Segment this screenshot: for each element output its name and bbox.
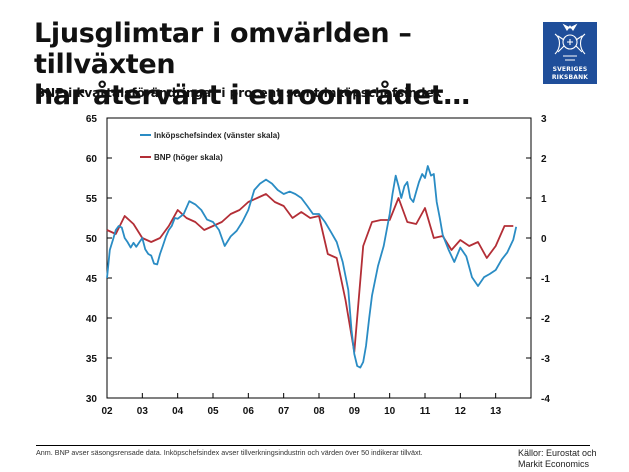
left-axis-tick-label: 45 xyxy=(86,274,98,285)
x-axis-tick-label: 12 xyxy=(455,406,467,417)
x-axis: 02 03 04 05 06 07 08 09 10 11 12 13 xyxy=(101,393,532,417)
x-axis-tick-label: 11 xyxy=(420,406,431,417)
riksbank-crest-icon xyxy=(554,23,586,61)
source-line-1: Källor: Eurostat och xyxy=(518,448,597,458)
x-axis-tick-label: 07 xyxy=(278,406,290,417)
x-axis-tick-label: 03 xyxy=(137,406,149,417)
right-axis-tick-label: -1 xyxy=(541,274,550,285)
legend-label: BNP (höger skala) xyxy=(154,153,223,162)
chart-subtitle: BNP i kvartalsförändringar i procent sam… xyxy=(36,86,442,100)
logo-text-line-1: SVERIGES xyxy=(552,66,588,73)
footer-divider xyxy=(36,445,590,446)
x-axis-tick-label: 02 xyxy=(101,406,113,417)
title-line-1: Ljusglimtar i omvärlden – tillväxten xyxy=(34,18,412,80)
title-line-2: har återvänt i euroområdet… xyxy=(34,80,470,111)
left-axis-tick-label: 55 xyxy=(86,194,98,205)
right-axis-tick-label: -2 xyxy=(541,314,550,325)
left-axis-tick-label: 30 xyxy=(86,394,98,405)
left-axis-tick-label: 65 xyxy=(86,114,98,125)
right-axis-tick-label: 1 xyxy=(541,194,547,205)
source-note: Källor: Eurostat och Markit Economics xyxy=(518,448,598,469)
x-axis-tick-label: 08 xyxy=(313,406,325,417)
right-axis-tick-label: 2 xyxy=(541,154,547,165)
x-axis-tick-label: 05 xyxy=(207,406,219,417)
right-axis-tick-label: -3 xyxy=(541,354,550,365)
page-title: Ljusglimtar i omvärlden – tillväxten har… xyxy=(34,18,514,111)
left-axis-tick-label: 60 xyxy=(86,154,98,165)
x-axis-tick-label: 09 xyxy=(349,406,361,417)
source-line-2: Markit Economics xyxy=(518,458,590,469)
right-axis-tick-label: 0 xyxy=(541,234,547,245)
logo-text-line-2: RIKSBANK xyxy=(551,74,589,81)
x-axis-tick-label: 06 xyxy=(243,406,255,417)
footnote: Anm. BNP avser säsongsrensade data. Inkö… xyxy=(36,448,423,457)
x-axis-tick-label: 04 xyxy=(172,406,184,417)
left-axis-tick-label: 35 xyxy=(86,354,98,365)
riksbank-logo: SVERIGES RIKSBANK xyxy=(543,22,597,84)
series-line-bnp xyxy=(106,193,514,353)
legend-label: Inköpschefsindex (vänster skala) xyxy=(154,131,280,140)
series-layer xyxy=(106,165,518,369)
legend: Inköpschefsindex (vänster skala) BNP (hög… xyxy=(140,131,280,162)
x-axis-tick-label: 13 xyxy=(490,406,502,417)
x-axis-tick-label: 10 xyxy=(384,406,396,417)
right-axis-tick-label: -4 xyxy=(541,394,550,405)
right-axis: -4 -3 -2 -1 0 1 2 3 xyxy=(526,114,550,405)
right-axis-tick-label: 3 xyxy=(541,114,547,125)
left-axis-tick-label: 40 xyxy=(86,314,98,325)
series-line-pmi xyxy=(106,165,518,369)
left-axis-tick-label: 50 xyxy=(86,234,98,245)
